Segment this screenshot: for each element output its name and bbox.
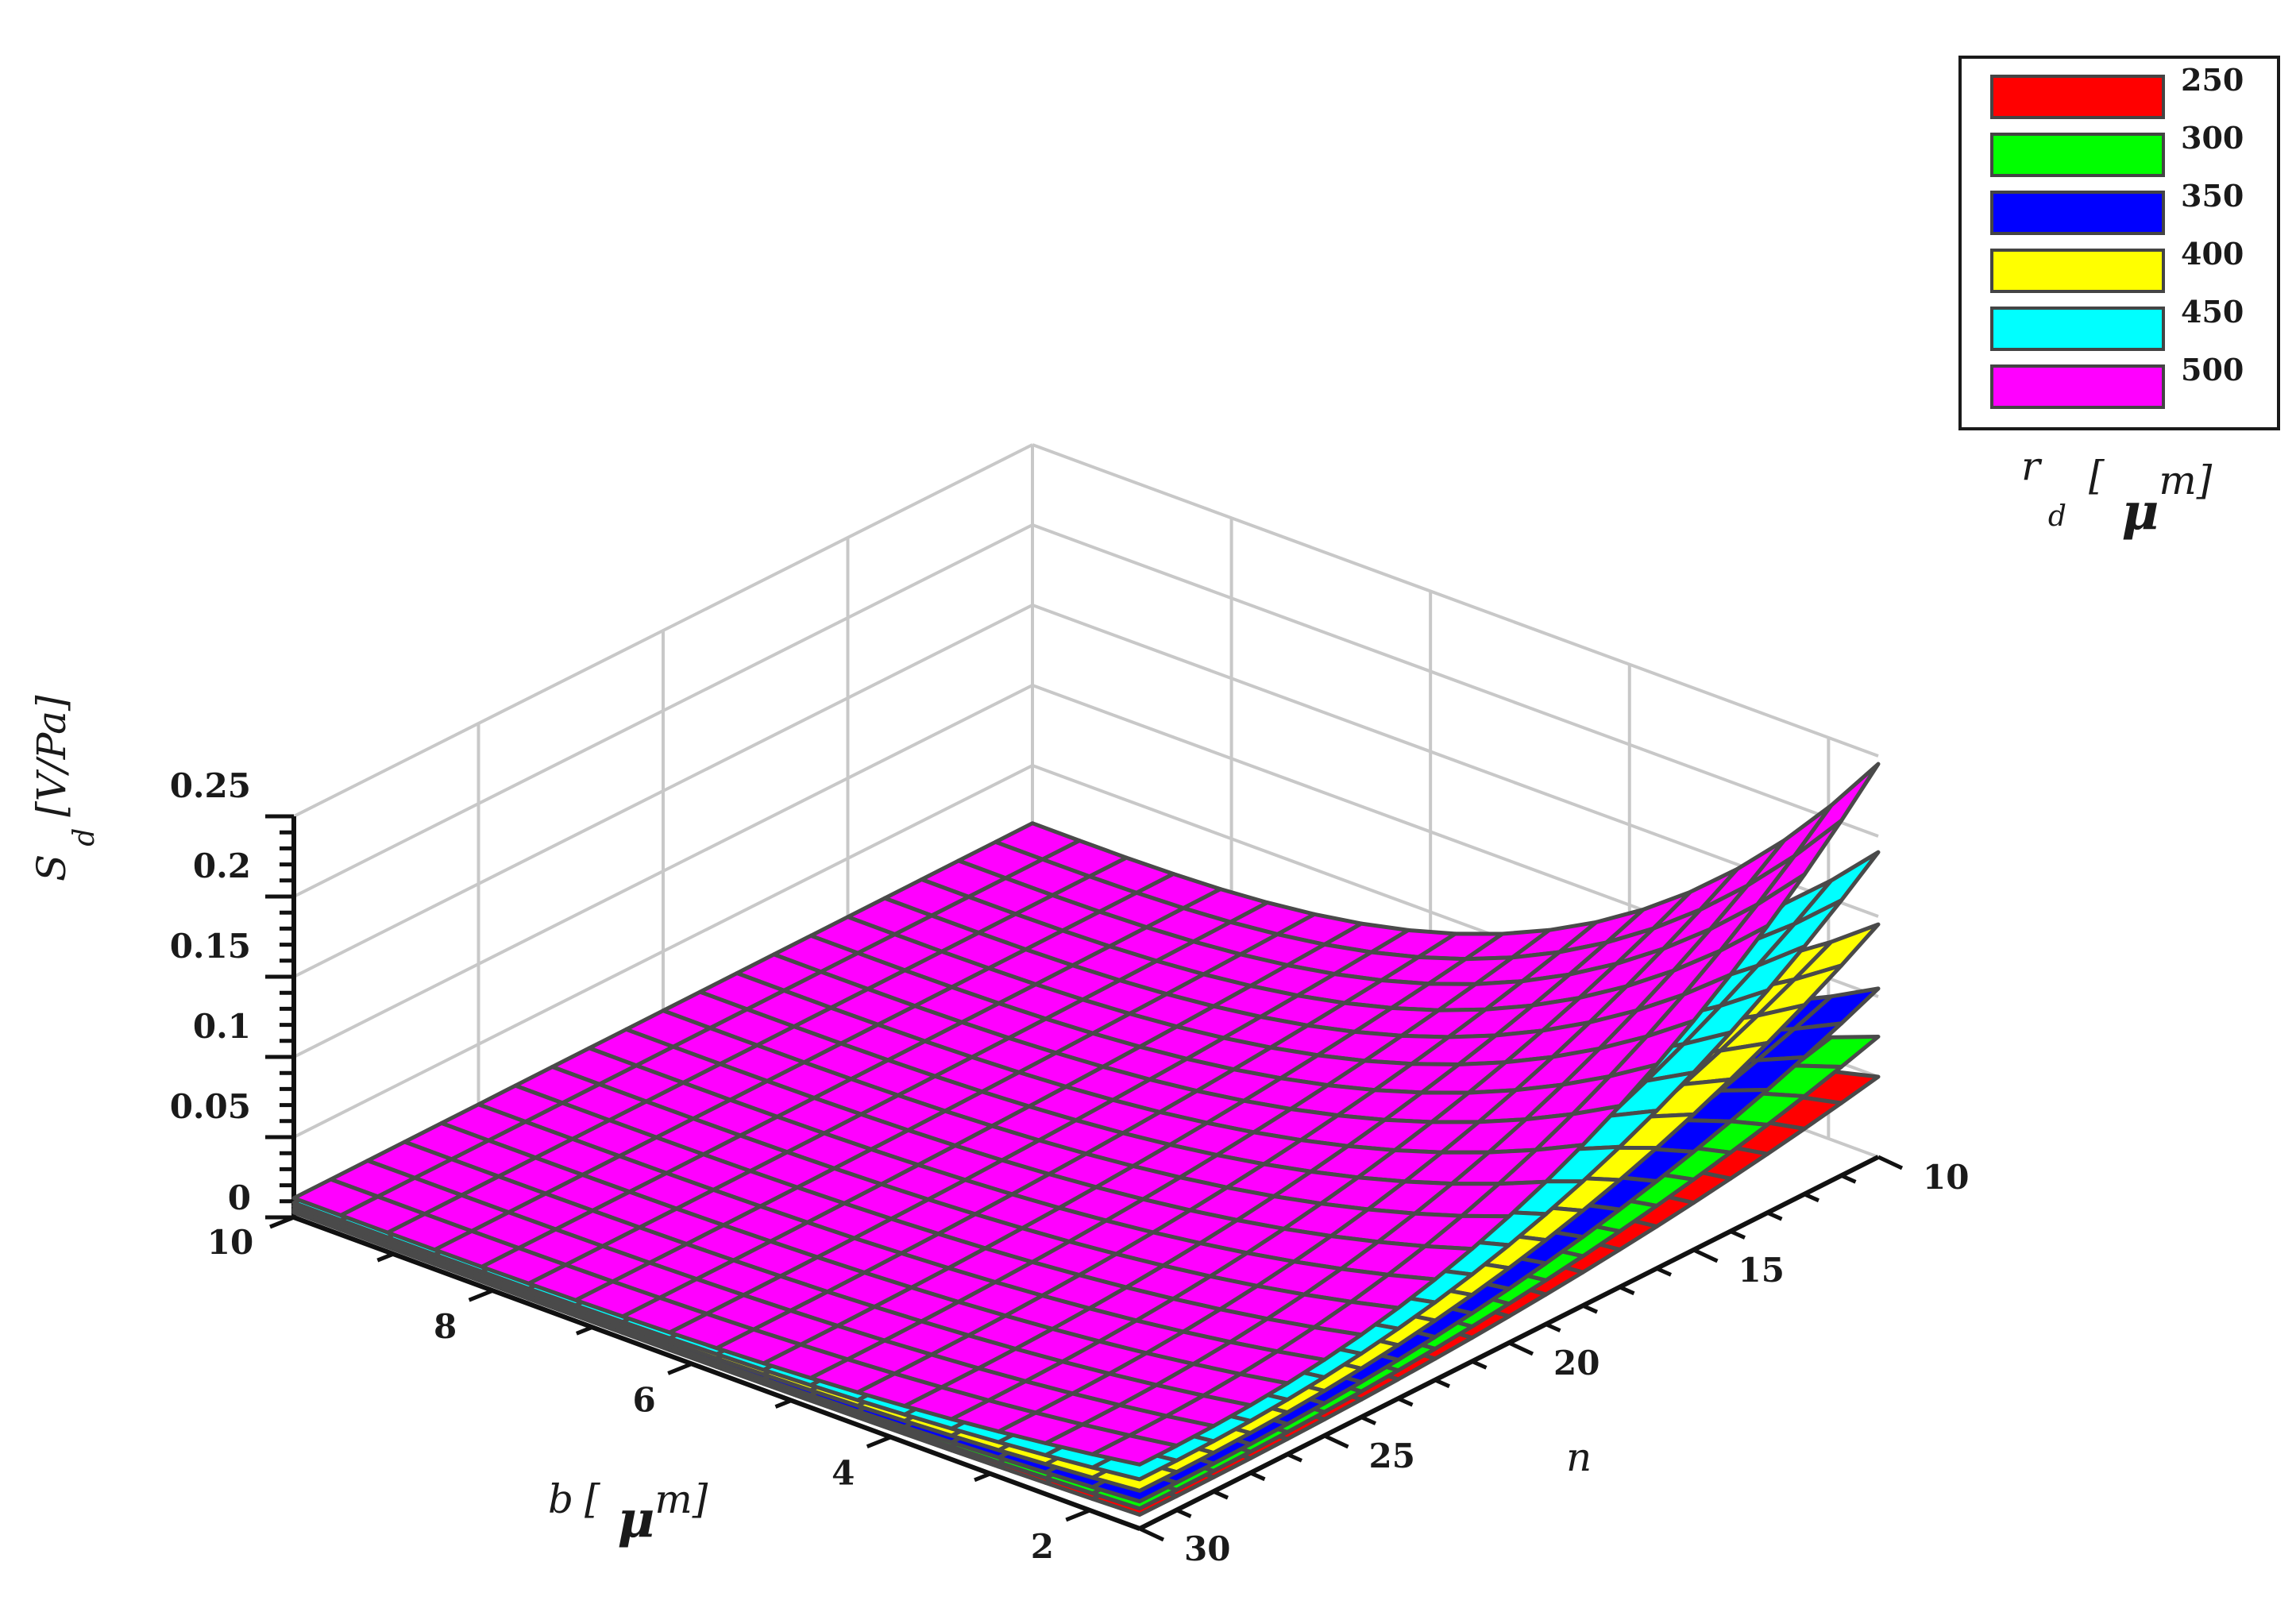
b-tick-mark-4 bbox=[866, 1435, 892, 1449]
legend-label-450: 450 bbox=[2181, 294, 2244, 330]
n-tick-mark-30 bbox=[1138, 1526, 1165, 1542]
grid-line-wallA-4 bbox=[1032, 523, 1879, 838]
b-tick-label-1: 8 bbox=[434, 1307, 457, 1346]
b-tick-label-2: 6 bbox=[633, 1380, 656, 1419]
grid-line-wallA-3 bbox=[1032, 604, 1879, 918]
legend: 250 300 350 400 450 500 bbox=[1958, 56, 2280, 430]
z-axis-title-sub: d bbox=[68, 828, 101, 846]
z-axis-title: Sd [V/Pa] bbox=[29, 695, 101, 881]
legend-title-main: r bbox=[2021, 443, 2043, 489]
legend-title-sub: d bbox=[2048, 500, 2066, 533]
b-tick-mark-9 bbox=[376, 1251, 395, 1263]
b-tick-mark-2 bbox=[1065, 1508, 1091, 1522]
legend-swatch-400 bbox=[1990, 249, 2165, 293]
n-tick-mark-24 bbox=[1360, 1415, 1377, 1425]
grid bbox=[292, 443, 1879, 1219]
n-tick-label-2: 20 bbox=[1553, 1344, 1599, 1383]
z-tick-label-5: 0.25 bbox=[170, 766, 251, 805]
surfaces bbox=[291, 762, 1881, 1517]
n-tick-mark-11 bbox=[1840, 1174, 1857, 1184]
n-tick-mark-29 bbox=[1175, 1508, 1192, 1518]
n-tick-mark-12 bbox=[1803, 1192, 1820, 1203]
n-tick-mark-15 bbox=[1692, 1248, 1719, 1263]
b-tick-label-3: 4 bbox=[832, 1454, 855, 1493]
b-tick-mark-6 bbox=[667, 1362, 693, 1375]
n-tick-mark-18 bbox=[1581, 1303, 1599, 1314]
legend-label-500: 500 bbox=[2181, 352, 2244, 388]
n-tick-label-3: 25 bbox=[1369, 1437, 1415, 1475]
legend-title-unit: m] bbox=[2159, 457, 2212, 503]
legend-swatch-350 bbox=[1990, 191, 2165, 235]
z-tick-label-1: 0.05 bbox=[170, 1087, 251, 1126]
n-tick-mark-19 bbox=[1545, 1322, 1561, 1332]
y-axis-title: n bbox=[1566, 1434, 1592, 1480]
tick-labels: 0 0.05 0.1 0.15 0.2 0.25 10 8 6 4 2 10 15 20 25 30 bbox=[170, 766, 1970, 1568]
legend-title-mu: μ bbox=[2121, 482, 2159, 542]
n-tick-label-1: 15 bbox=[1738, 1251, 1785, 1290]
x-axis-title-bracket: [ bbox=[585, 1476, 600, 1522]
n-tick-mark-14 bbox=[1729, 1229, 1746, 1240]
z-axis-title-main: S bbox=[29, 854, 75, 881]
n-tick-mark-25 bbox=[1323, 1433, 1349, 1449]
legend-swatch-450 bbox=[1990, 307, 2165, 351]
legend-label-250: 250 bbox=[2181, 62, 2244, 98]
b-tick-mark-10 bbox=[269, 1215, 295, 1229]
n-tick-mark-13 bbox=[1766, 1210, 1783, 1221]
n-tick-mark-23 bbox=[1397, 1396, 1414, 1407]
n-tick-mark-21 bbox=[1471, 1359, 1488, 1370]
b-axis-line bbox=[292, 1215, 1141, 1531]
x-axis-title-main: b bbox=[548, 1476, 573, 1522]
n-tick-mark-26 bbox=[1286, 1452, 1303, 1463]
z-tick-label-0: 0 bbox=[228, 1178, 251, 1217]
n-tick-mark-27 bbox=[1249, 1471, 1266, 1482]
n-tick-mark-17 bbox=[1619, 1285, 1635, 1296]
b-tick-mark-3 bbox=[974, 1471, 991, 1483]
surface-500 bbox=[291, 762, 1881, 1467]
b-tick-mark-8 bbox=[468, 1288, 494, 1302]
axes bbox=[265, 814, 1904, 1542]
b-tick-label-0: 10 bbox=[207, 1223, 253, 1262]
legend-swatch-250 bbox=[1990, 75, 2165, 119]
grid-line-wallA-5 bbox=[1032, 443, 1879, 758]
x-axis-title: b [ μm] bbox=[548, 1476, 708, 1549]
b-tick-mark-5 bbox=[774, 1398, 793, 1409]
b-tick-mark-7 bbox=[575, 1325, 593, 1336]
svg-text:Sd[V/Pa]: Sd [V/Pa] bbox=[29, 695, 101, 881]
z-tick-label-4: 0.2 bbox=[193, 846, 251, 885]
legend-title: rd [ μm] bbox=[2021, 443, 2213, 542]
z-tick-label-2: 0.1 bbox=[193, 1007, 251, 1046]
legend-title-bracket: [ bbox=[2089, 453, 2105, 499]
n-tick-label-0: 10 bbox=[1923, 1158, 1969, 1197]
legend-swatch-300 bbox=[1990, 133, 2165, 177]
n-tick-mark-28 bbox=[1212, 1489, 1229, 1500]
x-axis-title-mu: μ bbox=[618, 1490, 655, 1549]
z-axis-title-unit: [V/Pa] bbox=[29, 695, 75, 817]
n-tick-mark-20 bbox=[1507, 1340, 1534, 1356]
x-axis-title-unit: m] bbox=[654, 1476, 708, 1522]
legend-label-350: 350 bbox=[2181, 178, 2244, 214]
z-tick-label-3: 0.15 bbox=[170, 927, 251, 966]
surface-cell-500-17-0 bbox=[1090, 1433, 1179, 1467]
legend-label-300: 300 bbox=[2181, 120, 2244, 156]
legend-swatch-500 bbox=[1990, 364, 2165, 409]
legend-label-400: 400 bbox=[2181, 236, 2244, 272]
n-tick-mark-10 bbox=[1877, 1155, 1904, 1170]
n-tick-mark-22 bbox=[1434, 1378, 1451, 1389]
n-tick-mark-16 bbox=[1655, 1267, 1673, 1277]
n-tick-label-4: 30 bbox=[1184, 1529, 1230, 1568]
b-tick-label-4: 2 bbox=[1031, 1527, 1054, 1566]
